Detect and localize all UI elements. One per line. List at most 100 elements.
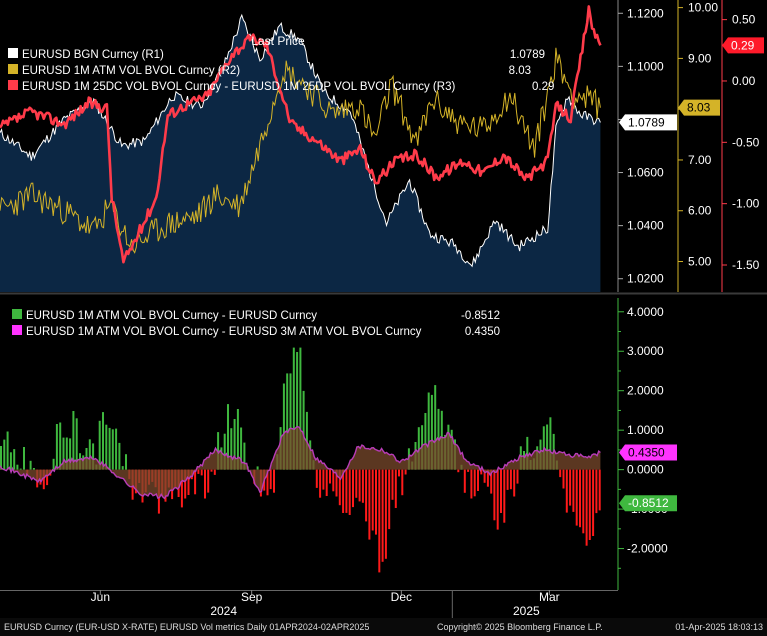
bar xyxy=(493,469,496,521)
bar xyxy=(210,469,213,472)
bar xyxy=(598,469,601,511)
bar xyxy=(595,469,598,514)
tick-label-r2: 6.00 xyxy=(688,204,712,218)
legend-swatch-spot xyxy=(8,48,18,58)
price-panel: 1.12001.10001.08001.06001.04001.020010.0… xyxy=(0,0,764,292)
bar xyxy=(233,419,236,470)
bar xyxy=(296,352,299,470)
bar xyxy=(427,392,430,470)
bar xyxy=(500,469,502,513)
month-label: Dec xyxy=(391,590,412,604)
bar xyxy=(98,420,101,470)
bar xyxy=(230,428,233,470)
last-value-risk-reversal-text: 0.29 xyxy=(731,38,755,52)
bar xyxy=(65,437,68,470)
bar xyxy=(111,429,114,470)
bar xyxy=(592,469,595,536)
bar xyxy=(585,469,588,546)
bar xyxy=(394,469,397,508)
legend-swatch-term-spread xyxy=(12,325,22,335)
tick-label-r3: -0.50 xyxy=(732,135,760,149)
legend-label-vol-spot: EURUSD 1M ATM VOL BVOL Curncy - EURUSD C… xyxy=(26,310,317,322)
last-value-atm-vol-text: 8.03 xyxy=(687,101,711,115)
footer-timestamp: 01-Apr-2025 18:03:13 xyxy=(675,622,763,632)
bar xyxy=(398,469,400,477)
bar xyxy=(342,469,345,513)
last-value-vol-spot-box xyxy=(619,495,677,512)
bar xyxy=(282,383,285,470)
bar xyxy=(9,452,12,470)
legend-value-atm-vol: 8.03 xyxy=(509,65,531,77)
bar xyxy=(329,469,331,484)
last-value-spot-box xyxy=(619,114,677,131)
bar xyxy=(565,469,568,513)
bar xyxy=(569,469,572,506)
bar xyxy=(355,469,358,498)
bar xyxy=(204,469,206,499)
legend-label-spot: EURUSD BGN Curncy (R1) xyxy=(22,49,164,61)
legend-label-atm-vol: EURUSD 1M ATM VOL BVOL Curncy (R2) xyxy=(22,65,240,77)
bar xyxy=(483,469,486,483)
bar xyxy=(6,431,9,470)
bar xyxy=(381,469,384,562)
tick-label-bottom: 0.0000 xyxy=(627,463,664,477)
bar xyxy=(217,432,220,470)
bar xyxy=(401,469,404,496)
bar xyxy=(72,411,75,470)
metrics-panel: 4.00003.00002.00001.00000.0000-1.0000-2.… xyxy=(0,298,677,590)
bar xyxy=(490,469,493,494)
bar xyxy=(486,469,489,487)
month-label: Jun xyxy=(91,590,110,604)
bar xyxy=(546,424,549,470)
tick-label-r2: 9.00 xyxy=(688,51,712,65)
bar xyxy=(325,469,328,496)
bar xyxy=(292,347,295,470)
atm-vol-line xyxy=(0,47,601,254)
bar xyxy=(16,464,19,470)
bar xyxy=(559,469,562,478)
bar xyxy=(526,436,529,470)
bar xyxy=(322,469,325,490)
legend-top: EURUSD BGN Curncy (R1) 1.0789 EURUSD 1M … xyxy=(8,48,554,93)
bar xyxy=(105,424,108,470)
bar xyxy=(46,469,49,486)
bar xyxy=(371,469,374,531)
bar xyxy=(361,469,364,503)
tick-label-r2: 7.00 xyxy=(688,153,712,167)
legend-value-spot: 1.0789 xyxy=(510,49,545,61)
bar xyxy=(375,469,377,535)
bar xyxy=(506,469,509,490)
last-value-vol-spot: -0.8512 xyxy=(619,495,677,512)
bar xyxy=(575,469,578,526)
bar xyxy=(213,469,216,475)
bar xyxy=(0,446,2,470)
bar xyxy=(13,449,16,470)
legend-bottom: EURUSD 1M ATM VOL BVOL Curncy - EURUSD C… xyxy=(12,309,500,338)
last-value-term-spread: 0.4350 xyxy=(619,444,677,461)
bar xyxy=(335,469,338,497)
bar xyxy=(391,469,394,500)
bar xyxy=(32,468,35,470)
bar xyxy=(19,468,22,470)
bar xyxy=(588,469,591,540)
last-value-atm-vol: 8.03 xyxy=(678,99,720,116)
bar xyxy=(503,469,506,523)
bar xyxy=(302,390,305,470)
bar xyxy=(115,428,118,470)
tick-label-r1: 1.0600 xyxy=(627,166,664,180)
bar xyxy=(69,438,72,470)
spot-area xyxy=(0,15,601,292)
bar xyxy=(92,443,95,470)
legend-label-risk-reversal: EURUSD 1M 25DC VOL BVOL Curncy - EURUSD … xyxy=(22,81,455,93)
tick-label-bottom: 1.0000 xyxy=(627,423,664,437)
bar xyxy=(223,433,226,470)
bar xyxy=(470,469,473,499)
month-label: Sep xyxy=(241,590,263,604)
bar xyxy=(457,469,460,473)
bar xyxy=(286,373,289,470)
tick-label-r3: 0.50 xyxy=(732,13,756,27)
legend-value-term-spread: 0.4350 xyxy=(465,326,500,338)
last-value-vol-spot-text: -0.8512 xyxy=(628,496,669,510)
bar xyxy=(227,404,229,470)
time-axis: Jun Sep Dec Mar 2024 2025 xyxy=(0,590,618,618)
